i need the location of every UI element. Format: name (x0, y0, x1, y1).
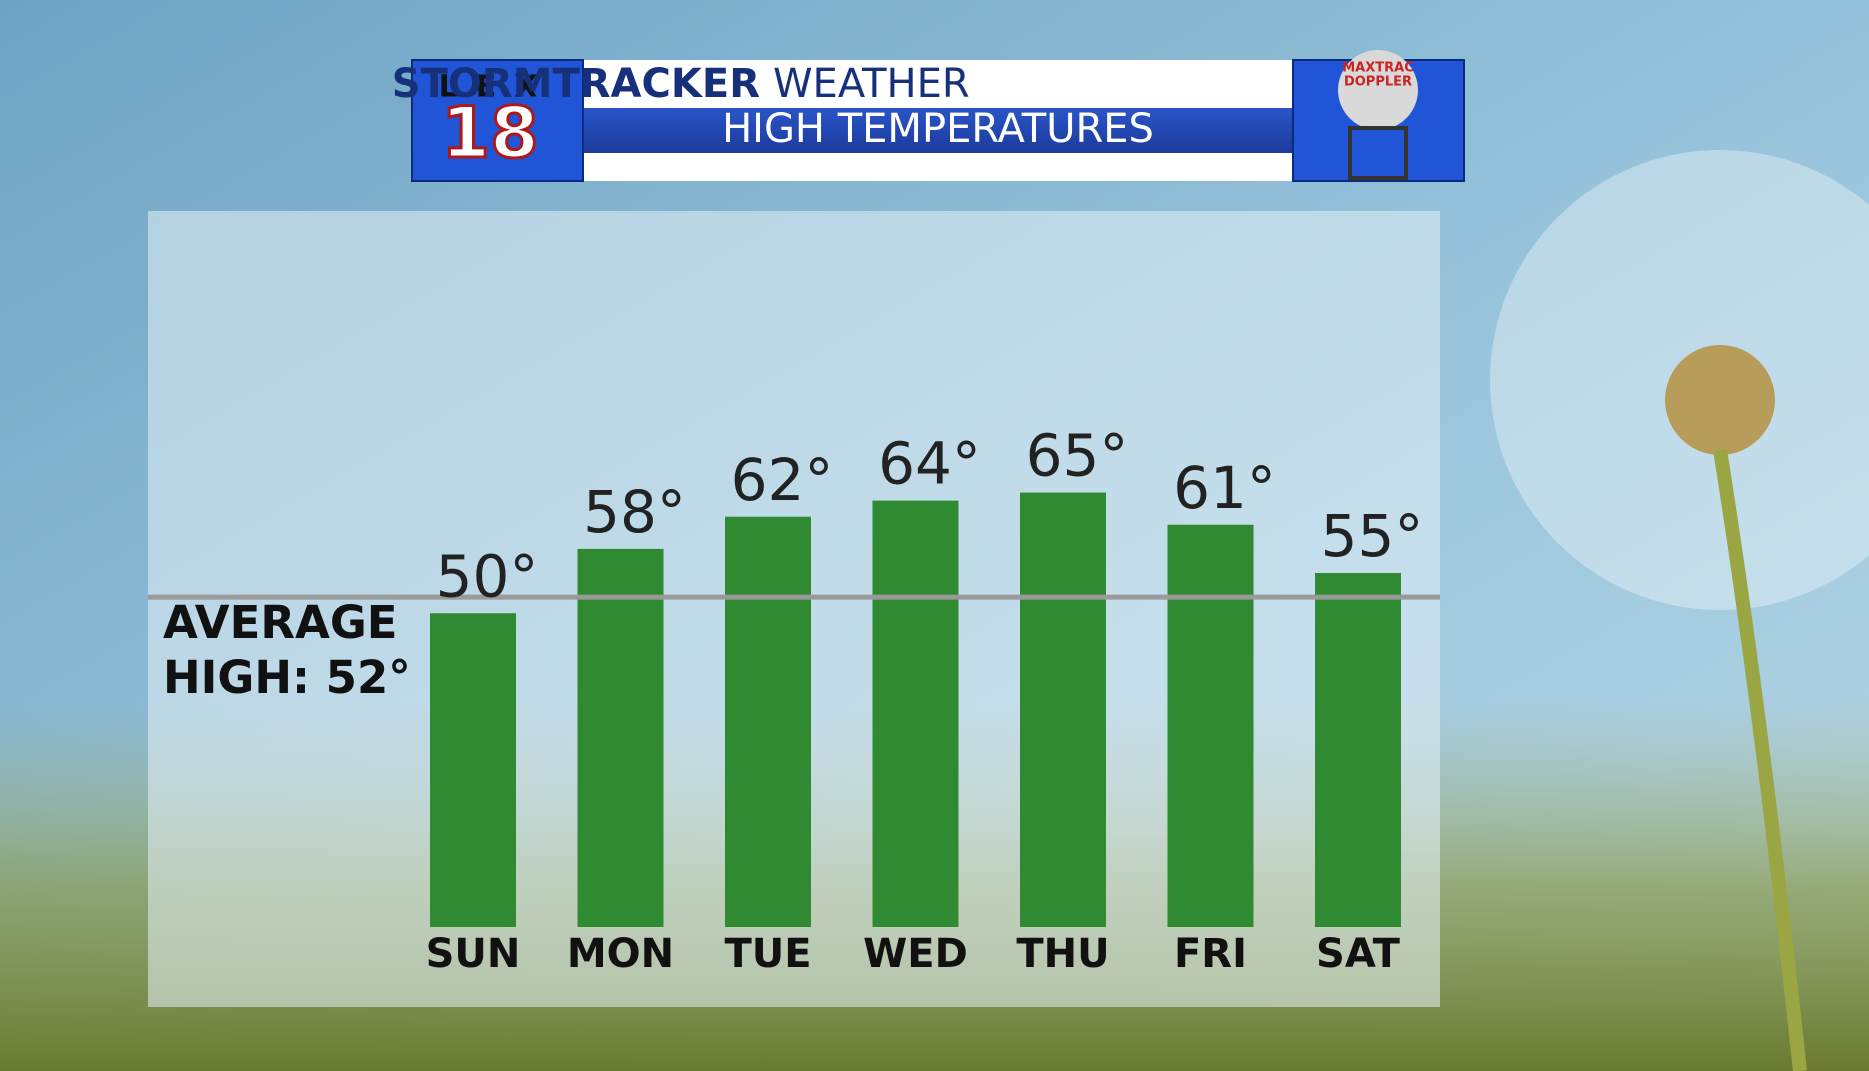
x-tick-label: SUN (426, 931, 521, 977)
header-subtitle: HIGH TEMPERATURES (722, 106, 1154, 152)
dandelion (1490, 150, 1869, 1071)
header-title-suffix: WEATHER (773, 61, 970, 107)
bar (872, 500, 959, 927)
x-tick-label: TUE (724, 931, 811, 977)
x-tick-label: THU (1016, 931, 1109, 977)
x-tick-label: FRI (1174, 931, 1247, 977)
logo-box (411, 59, 584, 182)
bar (1020, 492, 1106, 927)
value-label: 58° (583, 478, 686, 546)
badge-tower (1348, 126, 1408, 180)
header-title: STORMTRACKER (392, 61, 760, 107)
header-subband (583, 108, 1293, 153)
x-tick-label: WED (863, 931, 968, 977)
logo-brand: LEX (439, 70, 556, 105)
x-tick-label: SAT (1316, 931, 1401, 977)
value-label: 62° (731, 446, 834, 514)
bar (1315, 573, 1401, 927)
value-label: 61° (1173, 454, 1276, 522)
header: LEX 18 STORMTRACKER WEATHER HIGH TEMPERA… (392, 50, 1465, 182)
x-tick-label: MON (567, 931, 674, 977)
badge-line: MAXTRAC (1342, 61, 1414, 76)
bar (1167, 524, 1254, 927)
bar (430, 613, 516, 927)
value-label: 64° (878, 430, 981, 498)
value-label: 50° (436, 542, 539, 610)
value-label: 55° (1321, 502, 1424, 570)
average-label: HIGH: 52° (163, 651, 411, 704)
badge-dome (1338, 50, 1418, 130)
bar (725, 516, 811, 927)
average-label: AVERAGE (163, 596, 398, 649)
badge-line: DOPPLER (1344, 75, 1412, 90)
logo-channel: 18 (441, 92, 538, 174)
value-label: 65° (1026, 422, 1129, 490)
bar (577, 548, 664, 927)
